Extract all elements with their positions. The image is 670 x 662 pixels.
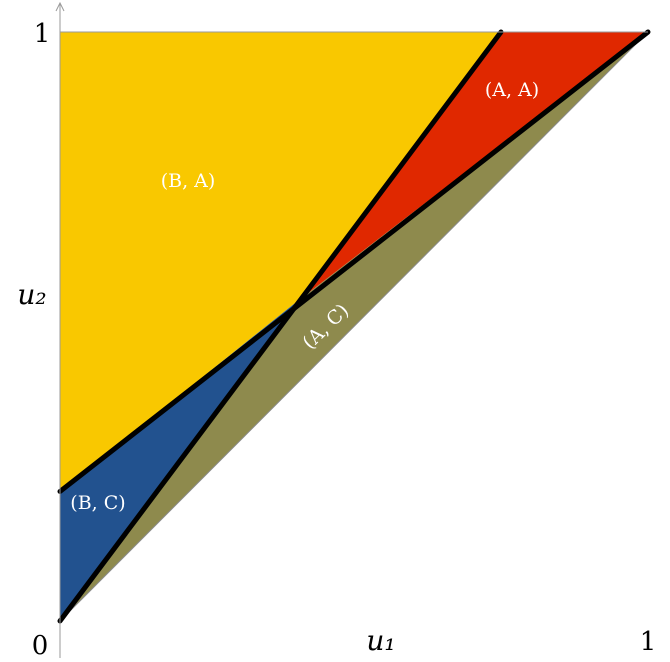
region-b-a [60,32,501,492]
diagonal-line [59,31,649,622]
y-axis-arrow-icon [55,1,65,12]
steep-boundary [57,29,504,624]
x-axis-label: u₁ [366,624,395,657]
x-max-tick-label: 1 [640,627,657,657]
y-max-tick-label: 1 [34,19,51,49]
region-label-b-c: (B, C) [70,492,125,514]
boundaries-layer [57,29,651,624]
region-label-a-a: (A, A) [485,79,539,101]
y-axis-label: u₂ [17,278,46,311]
origin-tick-label: 0 [32,631,49,661]
region-label-b-a: (B, A) [161,170,216,192]
shallow-boundary [57,29,651,494]
